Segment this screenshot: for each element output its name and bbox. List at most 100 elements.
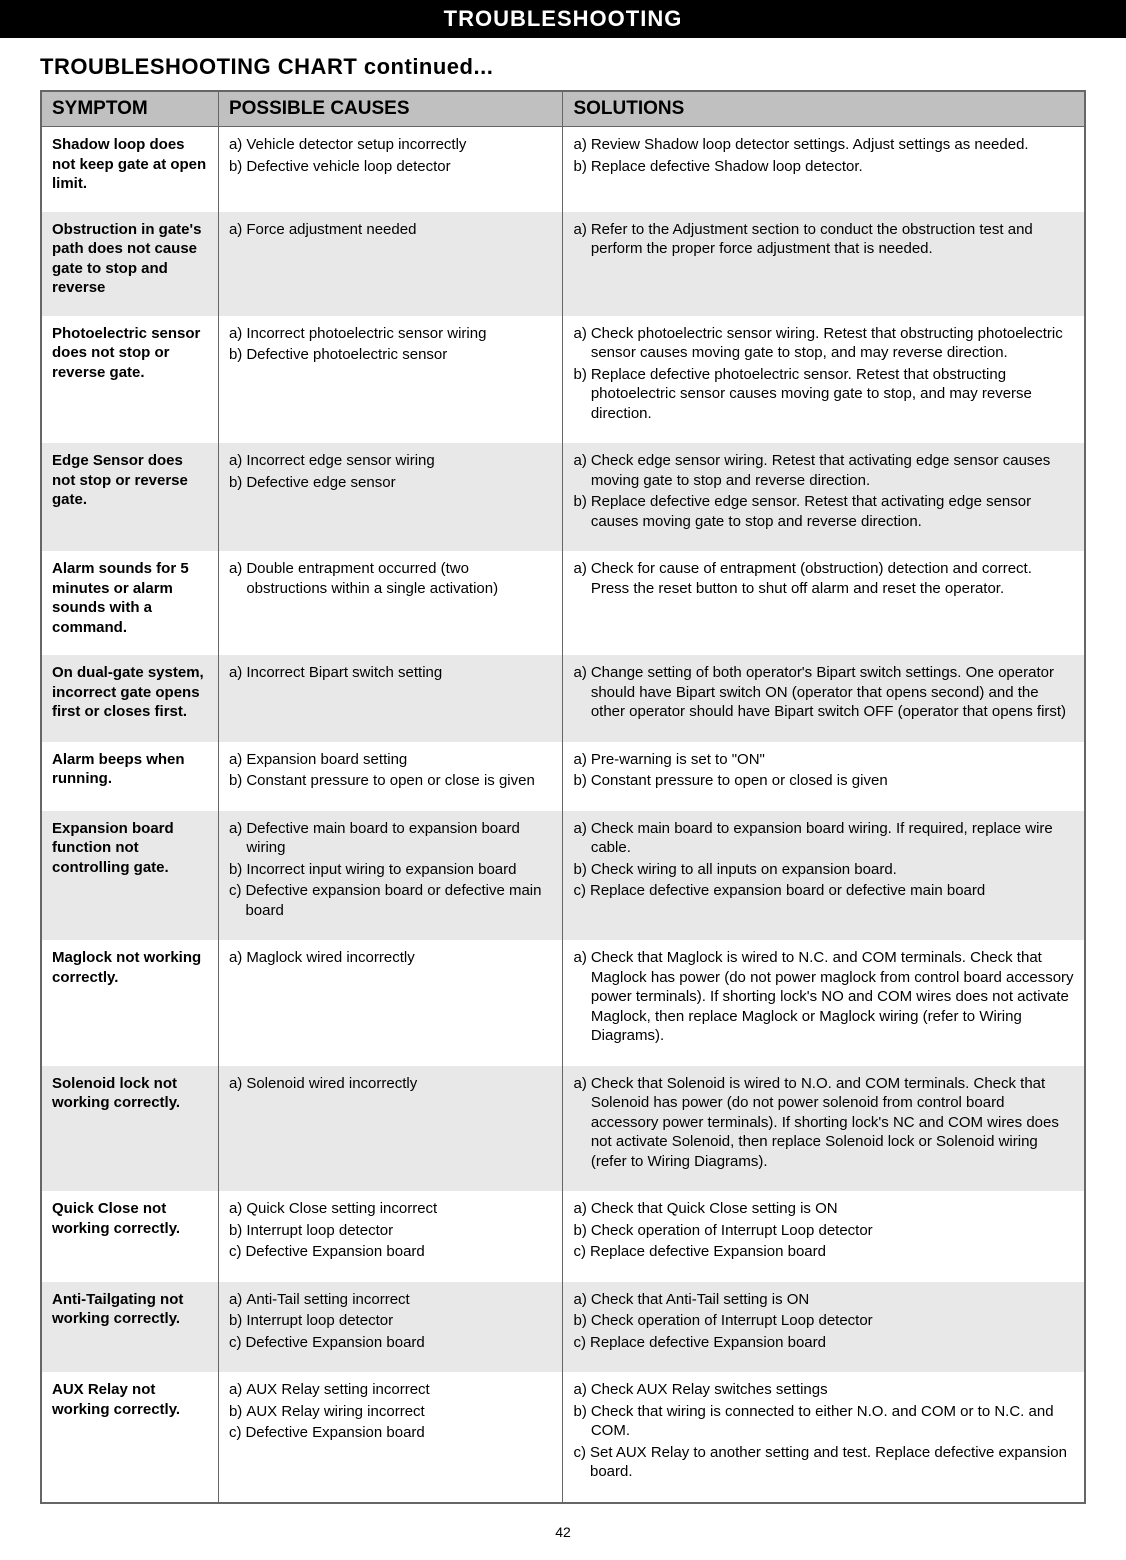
cause-item: a)Defective main board to expansion boar…	[229, 819, 553, 858]
symptom-cell: Expansion board function not controlling…	[41, 811, 218, 941]
item-text: Defective Expansion board	[245, 1333, 552, 1353]
causes-cell: a)Solenoid wired incorrectly	[218, 1066, 563, 1192]
item-tag: a)	[573, 1380, 590, 1400]
solution-item: c)Replace defective Expansion board	[573, 1333, 1074, 1353]
item-text: Defective Expansion board	[245, 1423, 552, 1443]
symptom-cell: AUX Relay not working correctly.	[41, 1372, 218, 1503]
causes-cell: a)Expansion board settingb)Constant pres…	[218, 742, 563, 811]
solution-item: b)Check operation of Interrupt Loop dete…	[573, 1221, 1074, 1241]
item-text: Interrupt loop detector	[246, 1311, 552, 1331]
item-tag: c)	[573, 881, 590, 901]
causes-cell: a)Defective main board to expansion boar…	[218, 811, 563, 941]
item-text: Vehicle detector setup incorrectly	[246, 135, 552, 155]
symptom-cell: Alarm beeps when running.	[41, 742, 218, 811]
causes-cell: a)Double entrapment occurred (two obstru…	[218, 551, 563, 655]
symptom-cell: Edge Sensor does not stop or reverse gat…	[41, 443, 218, 551]
solution-item: a)Check edge sensor wiring. Retest that …	[573, 451, 1074, 490]
table-row: Anti-Tailgating not working correctly.a)…	[41, 1282, 1085, 1373]
solution-item: a)Check that Maglock is wired to N.C. an…	[573, 948, 1074, 1046]
item-text: Check that Maglock is wired to N.C. and …	[591, 948, 1074, 1046]
item-tag: b)	[573, 157, 590, 177]
solution-item: b)Check wiring to all inputs on expansio…	[573, 860, 1074, 880]
page-number: 42	[0, 1504, 1126, 1560]
solutions-cell: a)Check photoelectric sensor wiring. Ret…	[563, 316, 1085, 444]
item-tag: a)	[229, 750, 246, 770]
item-text: Interrupt loop detector	[246, 1221, 552, 1241]
solutions-cell: a)Pre-warning is set to "ON"b)Constant p…	[563, 742, 1085, 811]
cause-item: a)Solenoid wired incorrectly	[229, 1074, 553, 1094]
item-text: Refer to the Adjustment section to condu…	[591, 220, 1074, 259]
item-text: Solenoid wired incorrectly	[246, 1074, 552, 1094]
cause-item: b) AUX Relay wiring incorrect	[229, 1402, 553, 1422]
cause-item: b)Defective edge sensor	[229, 473, 553, 493]
item-tag: a)	[573, 220, 590, 259]
cause-item: a)Incorrect photoelectric sensor wiring	[229, 324, 553, 344]
item-tag: b)	[229, 473, 246, 493]
table-row: AUX Relay not working correctly. a) AUX R…	[41, 1372, 1085, 1503]
item-text: Constant pressure to open or closed is g…	[591, 771, 1074, 791]
table-row: On dual-gate system, incorrect gate open…	[41, 655, 1085, 742]
item-text: Defective photoelectric sensor	[246, 345, 552, 365]
item-text: AUX Relay setting incorrect	[246, 1380, 552, 1400]
item-tag: b)	[229, 1221, 246, 1241]
cause-item: c)Defective expansion board or defective…	[229, 881, 553, 920]
causes-cell: a)Incorrect edge sensor wiringb)Defectiv…	[218, 443, 563, 551]
solution-item: b)Constant pressure to open or closed is…	[573, 771, 1074, 791]
symptom-cell: On dual-gate system, incorrect gate open…	[41, 655, 218, 742]
item-tag: a)	[229, 819, 246, 858]
item-tag: a)	[573, 559, 590, 598]
header-causes: POSSIBLE CAUSES	[218, 91, 563, 127]
solution-item: b)Check operation of Interrupt Loop dete…	[573, 1311, 1074, 1331]
solution-item: a)Check for cause of entrapment (obstruc…	[573, 559, 1074, 598]
item-tag: b)	[229, 1402, 246, 1422]
item-tag: a)	[229, 559, 246, 598]
cause-item: a)Expansion board setting	[229, 750, 553, 770]
symptom-cell: Obstruction in gate's path does not caus…	[41, 212, 218, 316]
item-tag: b)	[573, 1221, 590, 1241]
item-tag: a)	[573, 135, 590, 155]
item-text: Double entrapment occurred (two obstruct…	[246, 559, 552, 598]
table-row: Solenoid lock not working correctly.a)So…	[41, 1066, 1085, 1192]
item-text: Defective Expansion board	[245, 1242, 552, 1262]
item-text: Check edge sensor wiring. Retest that ac…	[591, 451, 1074, 490]
item-tag: a)	[229, 324, 246, 344]
item-text: Defective edge sensor	[246, 473, 552, 493]
item-tag: a)	[573, 1199, 590, 1219]
cause-item: a)Incorrect edge sensor wiring	[229, 451, 553, 471]
item-tag: c)	[573, 1333, 590, 1353]
troubleshooting-table: SYMPTOM POSSIBLE CAUSES SOLUTIONS Shadow…	[40, 90, 1086, 1504]
item-text: Anti-Tail setting incorrect	[246, 1290, 552, 1310]
solution-item: b)Replace defective Shadow loop detector…	[573, 157, 1074, 177]
page-banner: TROUBLESHOOTING	[0, 0, 1126, 38]
table-row: Alarm sounds for 5 minutes or alarm soun…	[41, 551, 1085, 655]
item-tag: a)	[573, 1290, 590, 1310]
item-text: Maglock wired incorrectly	[246, 948, 552, 968]
item-tag: a)	[573, 324, 590, 363]
item-tag: a)	[573, 750, 590, 770]
item-text: Replace defective Expansion board	[590, 1333, 1074, 1353]
cause-item: b)Constant pressure to open or close is …	[229, 771, 553, 791]
item-text: Check main board to expansion board wiri…	[591, 819, 1074, 858]
symptom-cell: Shadow loop does not keep gate at open l…	[41, 127, 218, 212]
solutions-cell: a)Check that Anti-Tail setting is ONb)Ch…	[563, 1282, 1085, 1373]
solution-item: b)Replace defective edge sensor. Retest …	[573, 492, 1074, 531]
cause-item: b)Defective photoelectric sensor	[229, 345, 553, 365]
item-text: Check photoelectric sensor wiring. Retes…	[591, 324, 1074, 363]
item-tag: a)	[229, 1199, 246, 1219]
solutions-cell: a)Check for cause of entrapment (obstruc…	[563, 551, 1085, 655]
item-text: Defective vehicle loop detector	[246, 157, 552, 177]
item-text: Check operation of Interrupt Loop detect…	[591, 1221, 1074, 1241]
item-tag: b)	[229, 345, 246, 365]
causes-cell: a)Quick Close setting incorrectb)Interru…	[218, 1191, 563, 1282]
solutions-cell: a)Check AUX Relay switches settingsb)Che…	[563, 1372, 1085, 1503]
item-tag: b)	[573, 1311, 590, 1331]
item-text: Check that Solenoid is wired to N.O. and…	[591, 1074, 1074, 1172]
item-tag: b)	[229, 860, 246, 880]
item-text: Replace defective expansion board or def…	[590, 881, 1074, 901]
solution-item: a)Check that Solenoid is wired to N.O. a…	[573, 1074, 1074, 1172]
symptom-cell: Maglock not working correctly.	[41, 940, 218, 1066]
cause-item: a)Quick Close setting incorrect	[229, 1199, 553, 1219]
solutions-cell: a)Check that Solenoid is wired to N.O. a…	[563, 1066, 1085, 1192]
item-text: Replace defective Shadow loop detector.	[591, 157, 1074, 177]
cause-item: b)Defective vehicle loop detector	[229, 157, 553, 177]
